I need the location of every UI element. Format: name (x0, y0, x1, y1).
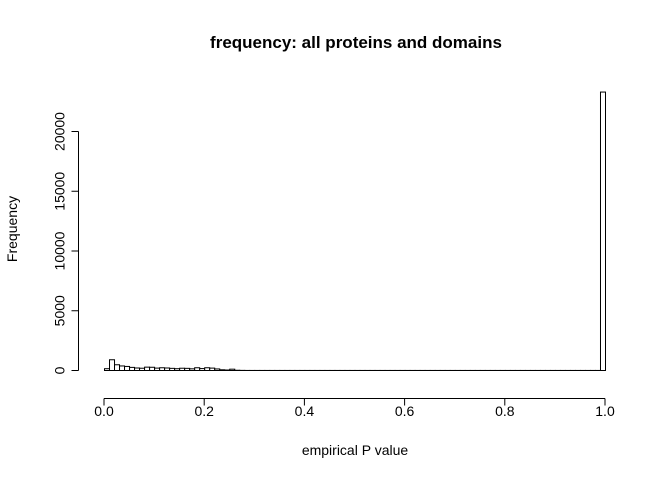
x-tick-label: 0.0 (94, 403, 114, 419)
histogram-bar (219, 369, 226, 371)
y-axis-label: Frequency (4, 196, 20, 262)
histogram-bar (184, 367, 191, 372)
histogram-bar (169, 367, 176, 372)
histogram-bar (189, 368, 196, 371)
x-tick-label: 0.6 (395, 403, 415, 419)
y-tick-label: 20000 (52, 112, 68, 151)
y-tick-label: 0 (52, 366, 68, 374)
histogram-bar (119, 365, 126, 371)
histogram-bar (164, 367, 171, 371)
histogram-bar (204, 367, 211, 371)
x-axis-label: empirical P value (302, 442, 409, 458)
x-tick-label: 0.4 (295, 403, 315, 419)
histogram-bar (104, 368, 111, 371)
chart-title: frequency: all proteins and domains (210, 33, 502, 52)
x-tick-label: 0.2 (194, 403, 214, 419)
histogram-bar (134, 367, 141, 371)
histogram-bar (599, 91, 606, 371)
x-tick-label: 1.0 (595, 403, 615, 419)
histogram-bar (194, 367, 201, 371)
y-tick-label: 15000 (52, 172, 68, 211)
histogram-bar (199, 368, 206, 371)
histogram-bar (154, 367, 161, 371)
histogram-bar (144, 366, 151, 371)
histogram-bar (124, 365, 131, 372)
histogram-bar (109, 359, 116, 371)
histogram-bar (209, 367, 216, 371)
histogram-bars (104, 91, 606, 372)
histogram-bar (129, 366, 136, 372)
histogram-bar (214, 368, 221, 372)
histogram-bar (149, 366, 156, 371)
histogram-bar (159, 367, 166, 371)
y-axis: 0 5000 10000 15000 20000 (52, 112, 79, 374)
y-tick-label: 10000 (52, 231, 68, 270)
x-tick-label: 0.8 (495, 403, 515, 419)
histogram-bar (229, 368, 236, 372)
x-axis: 0.0 0.2 0.4 0.6 0.8 1.0 (94, 398, 615, 419)
histogram-bar (114, 364, 121, 372)
histogram-bar (139, 367, 146, 372)
y-tick-label: 5000 (52, 295, 68, 326)
histogram-bar (174, 368, 181, 371)
histogram-bar (179, 367, 186, 372)
